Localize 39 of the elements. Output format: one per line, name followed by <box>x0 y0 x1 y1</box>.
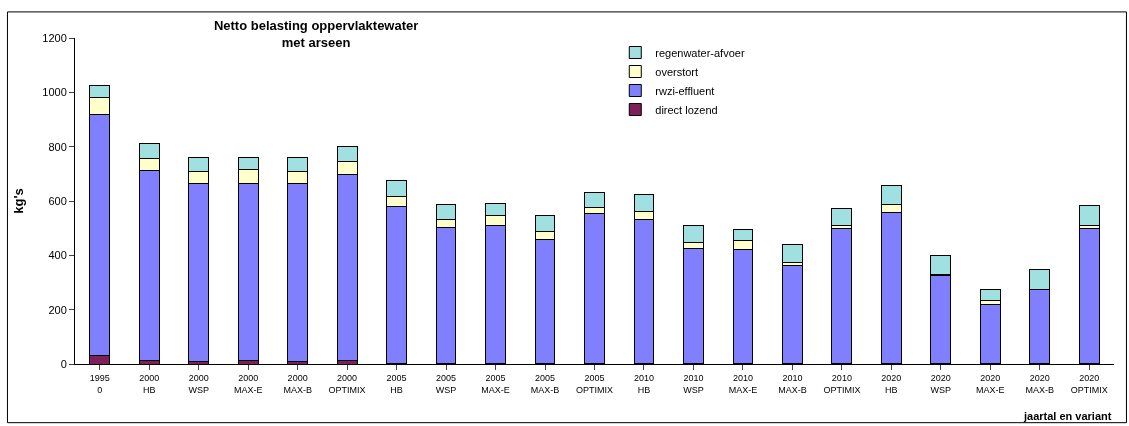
bar <box>979 289 1001 301</box>
y-tick-label: 1200 <box>42 31 67 44</box>
x-tick-label: 2005 MAX-E <box>481 372 510 395</box>
x-tick-label: 2000 WSP <box>188 372 209 395</box>
x-tick-label: 2020 OPTIMIX <box>1070 372 1108 395</box>
x-tick-label: 2000 OPTIMIX <box>328 372 366 395</box>
bar <box>831 207 853 226</box>
chart-title: Netto belasting oppervlaktewater met arseen <box>213 17 419 50</box>
x-axis-title: jaartal en variant <box>1023 410 1112 422</box>
x-tick-label: 2020 HB <box>881 372 902 395</box>
legend-label: direct lozend <box>655 103 718 116</box>
x-tick-label: 1995 0 <box>89 372 110 395</box>
legend-label: rwzi-effluent <box>655 84 715 97</box>
x-tick-label: 2000 MAX-E <box>233 372 263 395</box>
x-tick-label: 2010 MAX-B <box>778 372 807 395</box>
y-tick-label: 200 <box>48 303 67 316</box>
y-tick-label: 600 <box>48 194 67 207</box>
y-tick-label: 800 <box>48 140 67 153</box>
x-tick-label: 2010 OPTIMIX <box>823 372 861 395</box>
legend-label: overstort <box>655 65 699 78</box>
y-tick-label: 1000 <box>42 86 67 99</box>
x-tick-label: 2005 WSP <box>435 372 457 395</box>
y-axis-title: kg's <box>11 188 27 214</box>
bar <box>1078 205 1100 226</box>
x-tick-label: 2010 MAX-E <box>728 372 758 395</box>
y-tick-label: 400 <box>48 249 67 262</box>
x-tick-label: 2005 OPTIMIX <box>575 372 614 395</box>
y-tick-label: 0 <box>60 357 67 370</box>
x-tick-label: 2020 MAX-E <box>976 372 1005 395</box>
x-tick-label: 2020 WSP <box>930 372 952 395</box>
x-tick-label: 2005 MAX-B <box>530 372 560 395</box>
x-tick-label: 2000 MAX-B <box>283 372 312 395</box>
x-tick-label: 2020 MAX-B <box>1025 372 1055 395</box>
x-tick-label: 2010 WSP <box>683 372 704 395</box>
bar <box>782 243 803 263</box>
x-tick-label: 2005 HB <box>386 372 407 395</box>
x-tick-label: 2000 HB <box>139 372 160 395</box>
legend-label: regenwater-afvoer <box>655 46 745 59</box>
x-tick-label: 2010 HB <box>633 372 654 395</box>
